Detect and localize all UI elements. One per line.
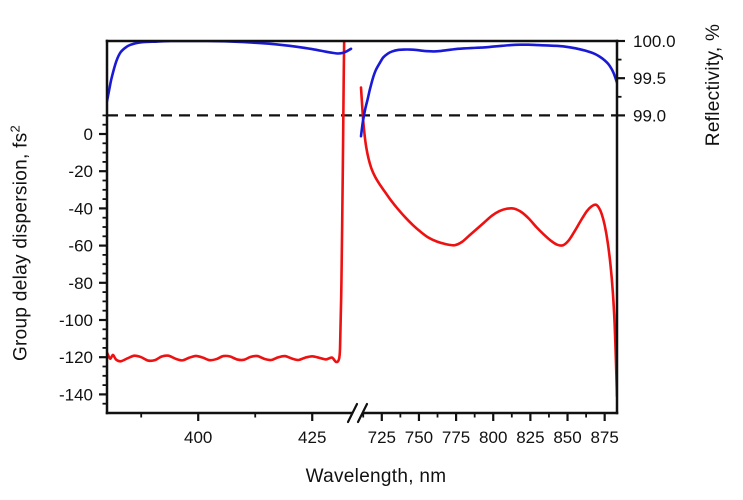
gdd-left-segment-curve bbox=[106, 40, 346, 364]
curves-group bbox=[106, 40, 618, 398]
x-right-tick-label: 850 bbox=[553, 428, 581, 447]
y-axis-label-right-text: Reflectivity, % bbox=[703, 23, 724, 147]
y-right-tick-label: 100.0 bbox=[633, 32, 676, 51]
axis-ticks bbox=[99, 39, 625, 421]
gdd-right-segment-curve bbox=[359, 86, 618, 398]
x-axis-label: Wavelength, nm bbox=[306, 466, 447, 488]
y-left-tick-label: -80 bbox=[68, 274, 93, 293]
x-right-tick-label: 750 bbox=[405, 428, 433, 447]
y-axis-label-left-superscript: 2 bbox=[7, 124, 23, 133]
y-left-tick-label: -100 bbox=[59, 311, 93, 330]
x-right-tick-label: 800 bbox=[479, 428, 507, 447]
y-axis-label-right: Reflectivity, % bbox=[703, 24, 725, 146]
y-axis-label-left-text: Group delay dispersion, fs bbox=[10, 132, 32, 362]
x-left-tick-label: 425 bbox=[298, 428, 326, 447]
y-left-tick-label: -60 bbox=[68, 237, 93, 256]
x-right-tick-label: 775 bbox=[442, 428, 470, 447]
x-right-tick-label: 875 bbox=[590, 428, 618, 447]
y-right-tick-label: 99.0 bbox=[633, 106, 666, 125]
y-left-tick-label: -120 bbox=[59, 348, 93, 367]
y-right-tick-label: 99.5 bbox=[633, 69, 666, 88]
reflectivity-right-segment-curve bbox=[359, 43, 618, 138]
y-left-tick-label: -20 bbox=[68, 162, 93, 181]
y-left-tick-label: -140 bbox=[59, 385, 93, 404]
y-axis-label-left: Group delay dispersion, fs2 bbox=[7, 125, 32, 361]
y-left-tick-label: 0 bbox=[84, 125, 93, 144]
x-axis-label-text: Wavelength, nm bbox=[305, 466, 447, 487]
reflectivity-left-segment-curve bbox=[106, 40, 353, 103]
x-right-tick-label: 725 bbox=[368, 428, 396, 447]
x-right-tick-label: 825 bbox=[516, 428, 544, 447]
y-left-tick-label: -40 bbox=[68, 199, 93, 218]
x-left-tick-label: 400 bbox=[184, 428, 212, 447]
tick-labels: 0 -20 -40 -60 -80 -100 -120 -140 100.0 99.5 99.0 40… bbox=[59, 32, 676, 447]
